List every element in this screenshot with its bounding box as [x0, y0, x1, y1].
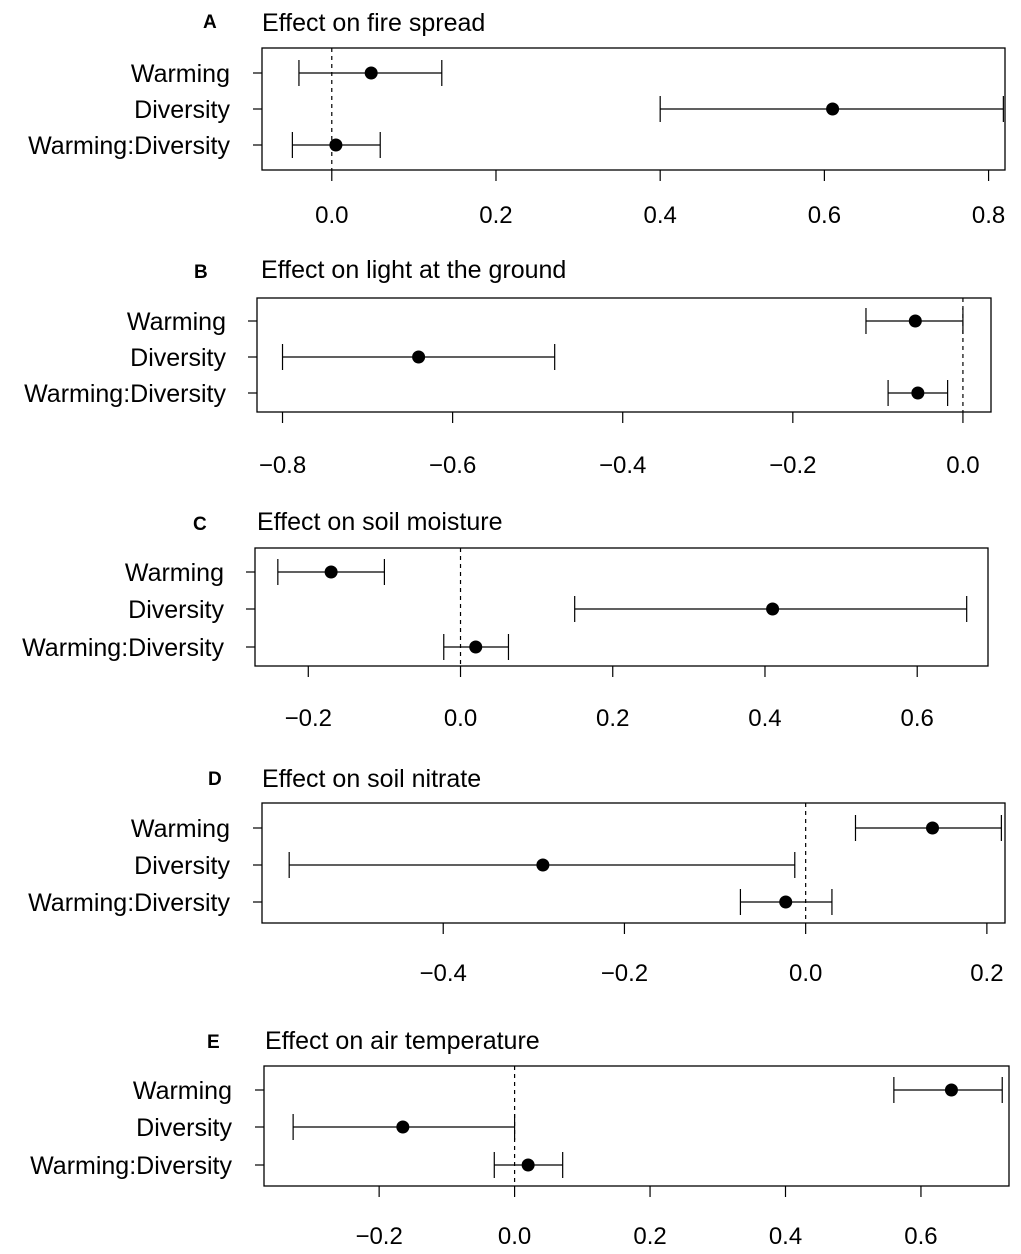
estimate-point-diversity: [766, 602, 780, 616]
panel-title: Effect on soil moisture: [257, 508, 502, 536]
panel-title: Effect on air temperature: [265, 1027, 540, 1055]
estimate-point-warming-diversity: [779, 895, 793, 909]
row-label-warming-diversity: Warming:Diversity: [22, 634, 224, 662]
panel-letter: C: [193, 514, 207, 535]
panel-d: D Effect on soil nitrate Warming Diversity W…: [28, 765, 1006, 987]
x-tick-label: 0.2: [633, 1223, 666, 1249]
x-tick-label: 0.6: [808, 202, 841, 229]
x-tick-label: 0.0: [315, 202, 348, 229]
row-label-warming: Warming: [133, 1077, 232, 1105]
x-tick-label: 0.2: [479, 202, 512, 229]
plot-frame: [261, 802, 1006, 924]
x-tick-label: −0.4: [420, 960, 467, 987]
estimate-point-warming: [908, 314, 922, 328]
x-tick-label: −0.2: [769, 452, 816, 479]
panel-title: Effect on fire spread: [262, 9, 485, 37]
estimate-point-diversity: [826, 102, 840, 116]
estimate-point-warming-diversity: [521, 1158, 535, 1172]
estimate-point-warming-diversity: [911, 386, 925, 400]
plot-frame: [254, 547, 989, 667]
estimate-point-warming: [926, 821, 940, 835]
x-tick-label: 0.0: [946, 452, 979, 479]
panel-b: B Effect on light at the ground Warming Div…: [24, 256, 992, 479]
panel-letter: D: [208, 769, 222, 790]
row-label-warming-diversity: Warming:Diversity: [30, 1152, 232, 1180]
x-tick-label: −0.4: [599, 452, 646, 479]
row-label-warming: Warming: [131, 815, 230, 843]
x-tick-label: 0.0: [789, 960, 822, 987]
panel-letter: A: [203, 12, 217, 33]
row-label-warming-diversity: Warming:Diversity: [24, 380, 226, 408]
estimate-point-warming: [944, 1083, 958, 1097]
row-label-warming: Warming: [125, 559, 224, 587]
panel-title: Effect on light at the ground: [261, 256, 566, 284]
panel-e: E Effect on air temperature Warming Diversi…: [30, 1027, 1010, 1250]
row-label-warming-diversity: Warming:Diversity: [28, 132, 230, 160]
row-label-warming-diversity: Warming:Diversity: [28, 889, 230, 917]
row-label-diversity: Diversity: [128, 596, 224, 624]
row-label-diversity: Diversity: [136, 1114, 232, 1142]
estimate-point-warming: [324, 565, 338, 579]
x-tick-label: −0.2: [285, 705, 332, 732]
x-tick-label: 0.4: [748, 705, 781, 732]
row-label-diversity: Diversity: [134, 96, 230, 124]
estimate-point-warming-diversity: [469, 640, 483, 654]
panel-title: Effect on soil nitrate: [262, 765, 481, 793]
x-tick-label: −0.2: [355, 1223, 402, 1249]
x-tick-label: −0.6: [429, 452, 476, 479]
x-tick-label: −0.8: [259, 452, 306, 479]
row-label-warming: Warming: [127, 308, 226, 336]
plot-frame: [263, 1065, 1010, 1187]
row-label-diversity: Diversity: [130, 344, 226, 372]
x-tick-label: 0.6: [904, 1223, 937, 1249]
x-tick-label: 0.6: [901, 705, 934, 732]
x-tick-label: 0.8: [972, 202, 1005, 229]
row-label-warming: Warming: [131, 60, 230, 88]
x-tick-label: 0.0: [444, 705, 477, 732]
estimate-point-diversity: [536, 858, 550, 872]
x-tick-label: −0.2: [601, 960, 648, 987]
panel-letter: B: [194, 262, 208, 283]
estimate-point-warming: [364, 66, 378, 80]
estimate-point-warming-diversity: [329, 138, 343, 152]
panel-c: C Effect on soil moisture Warming Diversity…: [22, 508, 989, 732]
x-tick-label: 0.2: [970, 960, 1003, 987]
x-tick-label: 0.0: [498, 1223, 531, 1249]
plot-frame: [256, 297, 992, 413]
x-tick-label: 0.2: [596, 705, 629, 732]
panel-a: A Effect on fire spread Warming Diversity Wa…: [28, 9, 1006, 229]
estimate-point-diversity: [396, 1120, 410, 1134]
x-tick-label: 0.4: [643, 202, 676, 229]
panel-letter: E: [207, 1032, 220, 1053]
row-label-diversity: Diversity: [134, 852, 230, 880]
estimate-point-diversity: [412, 350, 426, 364]
x-tick-label: 0.4: [769, 1223, 802, 1249]
